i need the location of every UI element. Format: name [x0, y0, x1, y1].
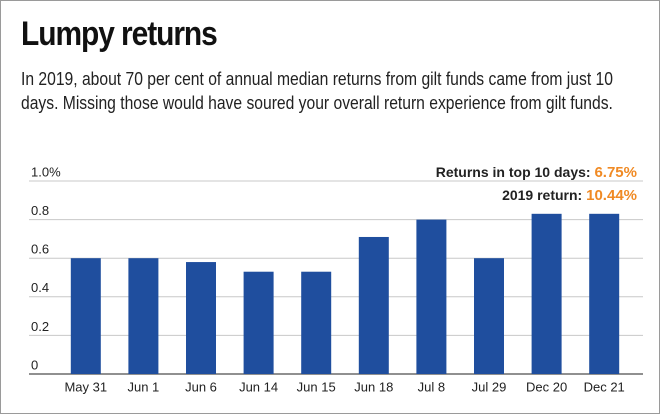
- x-tick-label: Jul 8: [418, 379, 445, 394]
- bar: [474, 258, 504, 374]
- y-tick-label: 0.6: [31, 242, 49, 257]
- bar: [128, 258, 159, 374]
- bar: [589, 213, 620, 374]
- annotation-value: 10.44%: [586, 187, 637, 204]
- x-tick-label: Jun 6: [185, 379, 217, 394]
- x-tick-label: Dec 21: [584, 379, 625, 394]
- annotation-label: 2019 return:: [502, 187, 586, 203]
- bar: [531, 213, 562, 374]
- annotation-label: Returns in top 10 days:: [436, 164, 595, 180]
- bar: [70, 258, 101, 374]
- bar: [243, 271, 274, 374]
- x-tick-label: May 31: [64, 379, 107, 394]
- x-tick-label: Jun 18: [354, 379, 393, 394]
- x-tick-label: Jun 1: [127, 379, 159, 394]
- y-tick-label: 0: [31, 357, 38, 372]
- chart-title: Lumpy returns: [21, 15, 218, 53]
- x-tick-label: Jul 29: [472, 379, 507, 394]
- bar: [301, 271, 332, 374]
- y-tick-label: 0.8: [31, 203, 49, 218]
- annotation: Returns in top 10 days: 6.75%: [436, 164, 637, 181]
- x-tick-label: Jun 14: [239, 379, 278, 394]
- annotation-value: 6.75%: [594, 164, 637, 181]
- annotation: 2019 return: 10.44%: [502, 187, 637, 204]
- y-tick-label: 1.0%: [31, 164, 61, 179]
- y-tick-label: 0.2: [31, 319, 49, 334]
- bar: [416, 219, 447, 374]
- x-tick-label: Jun 15: [297, 379, 336, 394]
- bar: [186, 262, 216, 374]
- x-tick-label: Dec 20: [526, 379, 567, 394]
- bar: [358, 236, 389, 374]
- chart-subtitle: In 2019, about 70 per cent of annual med…: [21, 69, 613, 113]
- y-tick-label: 0.4: [31, 280, 49, 295]
